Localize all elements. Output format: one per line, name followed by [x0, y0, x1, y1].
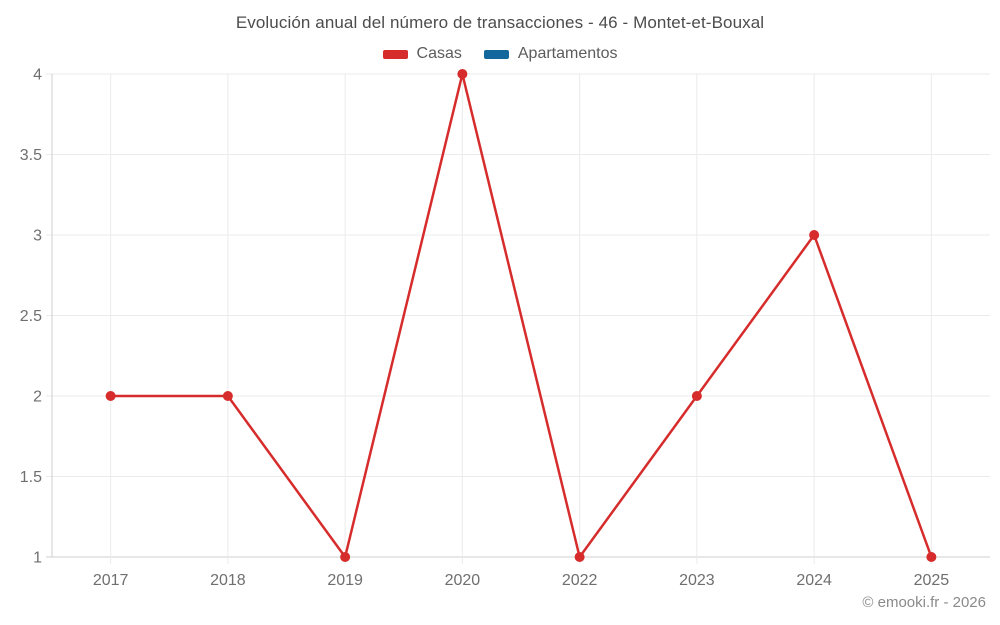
svg-text:1.5: 1.5 [20, 469, 42, 486]
chart-title: Evolución anual del número de transaccio… [235, 13, 765, 32]
svg-text:2017: 2017 [93, 572, 129, 589]
legend-item-casas[interactable]: Casas [382, 45, 462, 63]
svg-text:1: 1 [33, 550, 42, 567]
svg-text:2023: 2023 [679, 572, 715, 589]
svg-text:2024: 2024 [796, 572, 832, 589]
svg-text:2.5: 2.5 [20, 308, 42, 325]
svg-text:3.5: 3.5 [20, 147, 42, 164]
svg-text:4: 4 [33, 67, 42, 84]
svg-text:3: 3 [33, 228, 42, 245]
legend-label-casas: Casas [416, 45, 462, 62]
chart-legend: Casas Apartamentos [0, 45, 1000, 63]
copyright: © emooki.fr - 2026 [862, 594, 986, 611]
legend-item-apartamentos[interactable]: Apartamentos [483, 45, 618, 63]
svg-text:2019: 2019 [327, 572, 363, 589]
svg-text:2022: 2022 [562, 572, 598, 589]
legend-swatch-casas [382, 49, 408, 59]
svg-text:2020: 2020 [445, 572, 481, 589]
svg-text:2025: 2025 [914, 572, 950, 589]
legend-swatch-apartamentos [483, 49, 509, 59]
svg-text:2: 2 [33, 389, 42, 406]
legend-label-apartamentos: Apartamentos [517, 45, 618, 62]
svg-text:2018: 2018 [210, 572, 246, 589]
